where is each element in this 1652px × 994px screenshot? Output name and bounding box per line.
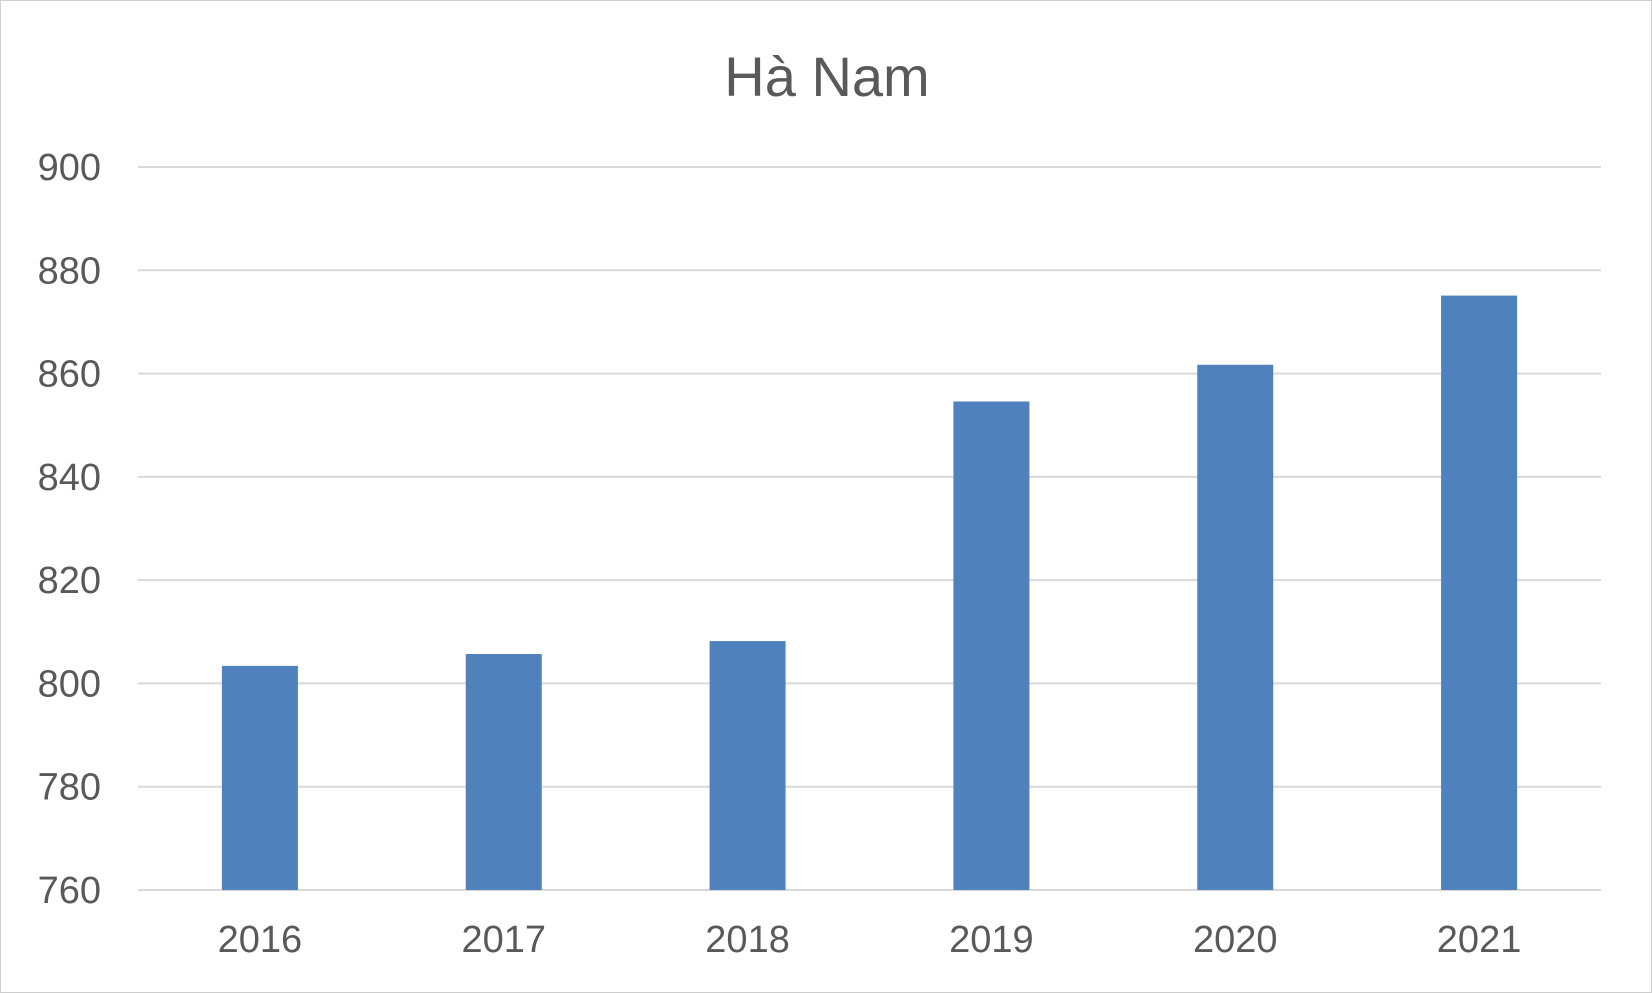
bar-2019 <box>953 401 1030 890</box>
bar-2020 <box>1197 364 1274 891</box>
x-tick-label: 2019 <box>949 919 1034 961</box>
gridlines <box>138 166 1601 891</box>
y-tick-label: 880 <box>38 250 101 292</box>
x-axis-ticks: 2016 2017 2018 2019 2020 2021 <box>218 919 1522 961</box>
y-tick-label: 760 <box>38 870 101 912</box>
y-tick-label: 860 <box>38 354 101 396</box>
x-tick-label: 2016 <box>218 919 303 961</box>
y-tick-label: 800 <box>38 663 101 705</box>
bar-2021 <box>1441 295 1518 891</box>
x-tick-label: 2017 <box>461 919 546 961</box>
chart-title: Hà Nam <box>724 45 929 108</box>
y-tick-label: 820 <box>38 560 101 602</box>
y-tick-label: 840 <box>38 457 101 499</box>
bars <box>221 295 1518 891</box>
bar-2018 <box>709 641 786 890</box>
bar-2017 <box>465 653 542 890</box>
x-tick-label: 2021 <box>1437 919 1522 961</box>
bar-2016 <box>221 665 298 890</box>
y-tick-label: 780 <box>38 767 101 809</box>
x-tick-label: 2018 <box>705 919 790 961</box>
x-tick-label: 2020 <box>1193 919 1278 961</box>
y-axis-ticks: 760 780 800 820 840 860 880 900 <box>38 147 101 912</box>
y-tick-label: 900 <box>38 147 101 189</box>
